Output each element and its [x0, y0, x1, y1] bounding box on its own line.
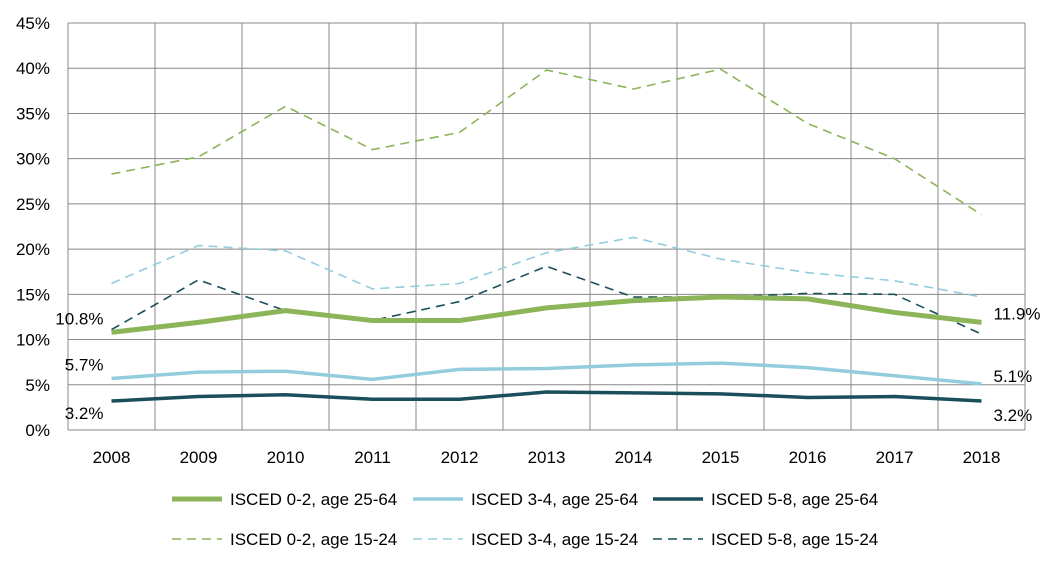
x-tick-label: 2012	[441, 448, 479, 467]
data-label: 10.8%	[55, 309, 103, 328]
data-label: 5.7%	[65, 355, 104, 374]
y-axis-tick-labels: 0% 5% 10% 15% 20% 25% 30% 35% 40% 45%	[16, 14, 50, 440]
x-tick-label: 2008	[93, 448, 131, 467]
x-tick-label: 2011	[354, 448, 391, 467]
y-tick-label: 40%	[16, 59, 50, 78]
data-label: 3.2%	[65, 404, 104, 423]
x-tick-label: 2016	[789, 448, 827, 467]
data-label: 3.2%	[994, 406, 1033, 425]
x-tick-label: 2018	[963, 448, 1001, 467]
data-label: 11.9%	[994, 304, 1041, 323]
x-axis-tick-labels: 2008 2009 2010 2011 2012 2013 2014 2015 2016 2017…	[93, 448, 1001, 467]
legend-label: ISCED 5-8, age 15-24	[711, 530, 878, 549]
legend-label: ISCED 0-2, age 25-64	[230, 490, 397, 509]
gridlines	[67, 22, 1026, 431]
data-labels: 10.8% 5.7% 3.2% 11.9% 5.1% 3.2%	[55, 304, 1040, 425]
x-tick-label: 2013	[528, 448, 566, 467]
y-tick-label: 30%	[16, 150, 50, 169]
series-line-0	[111, 294, 982, 335]
legend: ISCED 0-2, age 25-64 ISCED 3-4, age 25-64…	[172, 490, 878, 549]
y-tick-label: 35%	[16, 104, 50, 123]
series-lines	[111, 68, 982, 403]
series-line-2	[111, 390, 982, 403]
y-tick-label: 15%	[16, 285, 50, 304]
legend-label: ISCED 3-4, age 25-64	[471, 490, 638, 509]
y-tick-label: 20%	[16, 240, 50, 259]
x-tick-label: 2009	[180, 448, 218, 467]
y-tick-label: 0%	[25, 421, 50, 440]
series-line-4	[111, 236, 982, 298]
series-line-3	[111, 68, 982, 216]
x-tick-label: 2017	[876, 448, 914, 467]
legend-label: ISCED 5-8, age 25-64	[711, 490, 878, 509]
legend-label: ISCED 0-2, age 15-24	[230, 530, 397, 549]
y-tick-label: 25%	[16, 195, 50, 214]
series-line-1	[111, 361, 982, 386]
y-tick-label: 45%	[16, 14, 50, 33]
data-label: 5.1%	[994, 367, 1033, 386]
x-tick-label: 2015	[702, 448, 740, 467]
x-tick-label: 2010	[267, 448, 305, 467]
y-tick-label: 5%	[25, 376, 50, 395]
x-tick-label: 2014	[615, 448, 653, 467]
series-line-5	[111, 265, 982, 335]
legend-label: ISCED 3-4, age 15-24	[471, 530, 638, 549]
y-tick-label: 10%	[16, 331, 50, 350]
